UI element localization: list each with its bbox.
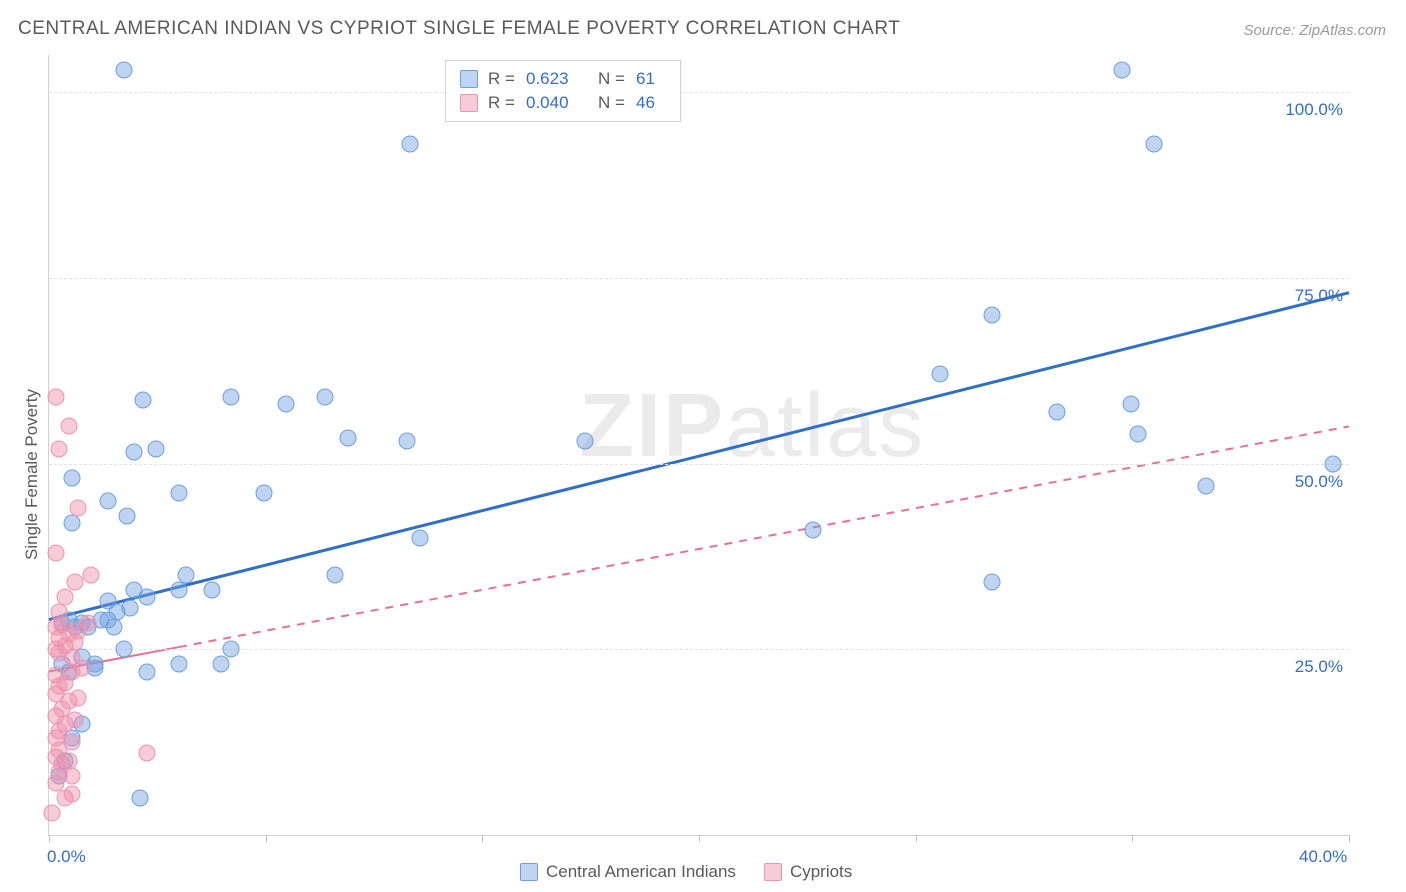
y-tick-label: 75.0% (1295, 286, 1343, 306)
data-point (327, 567, 344, 584)
data-point (47, 388, 64, 405)
data-point (115, 61, 132, 78)
gridline (49, 464, 1349, 465)
legend-row: R =0.623N =61 (460, 67, 666, 91)
y-tick-label: 100.0% (1285, 100, 1343, 120)
legend-item: Cypriots (764, 862, 852, 882)
legend-swatch (520, 863, 538, 881)
x-tick (699, 835, 700, 842)
x-tick (1132, 835, 1133, 842)
source-attribution: Source: ZipAtlas.com (1243, 22, 1386, 39)
data-point (44, 804, 61, 821)
x-tick-label: 0.0% (47, 847, 86, 867)
data-point (1113, 61, 1130, 78)
data-point (983, 574, 1000, 591)
legend-label: Central American Indians (546, 862, 736, 882)
data-point (317, 388, 334, 405)
data-point (63, 734, 80, 751)
x-tick (482, 835, 483, 842)
y-tick-label: 50.0% (1295, 472, 1343, 492)
x-tick (1349, 835, 1350, 842)
gridline (49, 649, 1349, 650)
x-tick (49, 835, 50, 842)
data-point (115, 641, 132, 658)
data-point (1198, 477, 1215, 494)
data-point (106, 619, 123, 636)
data-point (122, 600, 139, 617)
data-point (203, 581, 220, 598)
data-point (57, 589, 74, 606)
data-point (138, 589, 155, 606)
data-point (99, 492, 116, 509)
data-point (132, 789, 149, 806)
data-point (171, 485, 188, 502)
data-point (577, 433, 594, 450)
x-tick (266, 835, 267, 842)
gridline (49, 278, 1349, 279)
data-point (278, 396, 295, 413)
data-point (125, 444, 142, 461)
legend-swatch (460, 70, 478, 88)
data-point (63, 470, 80, 487)
legend-swatch (764, 863, 782, 881)
data-point (171, 656, 188, 673)
data-point (99, 593, 116, 610)
data-point (148, 440, 165, 457)
y-axis-label: Single Female Poverty (22, 389, 42, 560)
data-point (138, 663, 155, 680)
data-point (70, 500, 87, 517)
data-point (138, 745, 155, 762)
data-point (983, 307, 1000, 324)
data-point (804, 522, 821, 539)
data-point (213, 656, 230, 673)
data-point (1123, 396, 1140, 413)
data-point (63, 515, 80, 532)
data-point (411, 529, 428, 546)
data-point (255, 485, 272, 502)
correlation-legend: R =0.623N =61R =0.040N =46 (445, 60, 681, 122)
gridline (49, 92, 1349, 93)
legend-item: Central American Indians (520, 862, 736, 882)
trendlines-layer (49, 55, 1349, 835)
data-point (80, 615, 97, 632)
legend-row: R =0.040N =46 (460, 91, 666, 115)
scatter-plot-area: ZIPatlas 25.0%50.0%75.0%100.0%0.0%40.0% (48, 55, 1349, 836)
data-point (119, 507, 136, 524)
data-point (135, 392, 152, 409)
data-point (1146, 136, 1163, 153)
data-point (50, 604, 67, 621)
data-point (63, 786, 80, 803)
chart-title: CENTRAL AMERICAN INDIAN VS CYPRIOT SINGL… (18, 18, 900, 40)
legend-label: Cypriots (790, 862, 852, 882)
data-point (1324, 455, 1341, 472)
data-point (70, 689, 87, 706)
data-point (83, 567, 100, 584)
data-point (931, 366, 948, 383)
data-point (1048, 403, 1065, 420)
data-point (398, 433, 415, 450)
y-tick-label: 25.0% (1295, 657, 1343, 677)
x-tick (916, 835, 917, 842)
legend-swatch (460, 94, 478, 112)
data-point (47, 667, 64, 684)
data-point (223, 641, 240, 658)
data-point (171, 581, 188, 598)
x-tick-label: 40.0% (1299, 847, 1347, 867)
data-point (223, 388, 240, 405)
data-point (60, 418, 77, 435)
data-point (177, 567, 194, 584)
data-point (401, 136, 418, 153)
series-legend: Central American Indians Cypriots (520, 862, 852, 882)
data-point (47, 544, 64, 561)
data-point (340, 429, 357, 446)
data-point (67, 574, 84, 591)
data-point (1129, 425, 1146, 442)
data-point (50, 440, 67, 457)
data-point (67, 711, 84, 728)
